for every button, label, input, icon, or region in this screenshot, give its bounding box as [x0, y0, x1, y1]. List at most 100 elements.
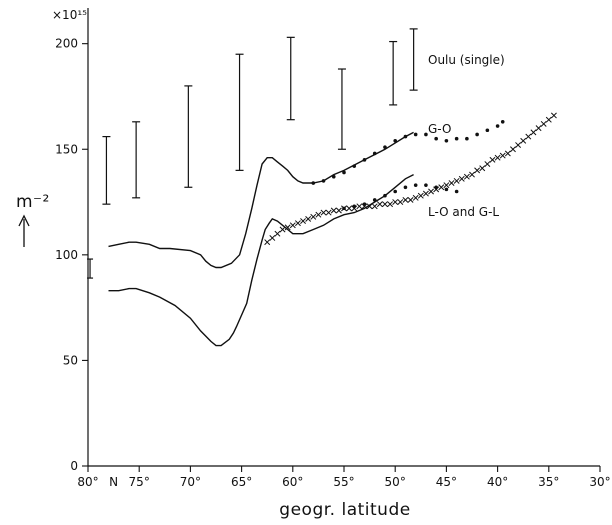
- data-point-dot: [393, 189, 398, 194]
- data-point-cross: [494, 154, 501, 161]
- data-point-cross: [453, 177, 460, 184]
- lo-gl-annotation: L-O and G-L: [428, 205, 499, 219]
- data-point-cross: [504, 150, 511, 157]
- data-point-cross: [448, 180, 455, 186]
- data-point-dot: [383, 145, 387, 149]
- series-2: [311, 120, 505, 185]
- y-ticks: 0 50 100 150 200: [55, 37, 88, 473]
- data-point-dot: [383, 193, 387, 198]
- data-point-cross: [417, 192, 424, 199]
- data-point-cross: [515, 142, 522, 148]
- data-point-dot: [454, 136, 459, 141]
- x-tick-label: 55°: [333, 475, 354, 489]
- data-point-cross: [382, 201, 388, 208]
- x-tick-label: 80°: [77, 475, 98, 489]
- data-point-cross: [274, 230, 281, 237]
- x-tick-label: 65°: [231, 475, 252, 489]
- data-point-cross: [397, 199, 404, 206]
- series-0: [108, 131, 414, 269]
- x-tick-label: 75°: [129, 475, 150, 489]
- y-tick-label: 0: [70, 459, 78, 473]
- data-point-dot: [424, 132, 428, 137]
- data-point-dot: [321, 179, 326, 183]
- data-point-cross: [341, 205, 347, 212]
- series-layer: [108, 112, 557, 347]
- data-point-cross: [407, 196, 414, 203]
- series-1: [108, 173, 414, 347]
- data-point-dot: [444, 139, 449, 143]
- y-axis-title-group: m⁻²: [16, 192, 50, 247]
- data-point-cross: [510, 146, 516, 153]
- go-annotation: G-O: [428, 122, 451, 136]
- oulu-error-bar: [337, 68, 346, 150]
- oulu-error-bar: [184, 85, 193, 188]
- data-point-cross: [284, 224, 291, 231]
- data-point-cross: [269, 234, 276, 241]
- data-point-cross: [550, 112, 557, 119]
- data-point-cross: [520, 137, 527, 144]
- y-multiplier-label: ×10¹⁵: [52, 8, 87, 22]
- data-point-cross: [305, 215, 312, 222]
- data-point-dot: [331, 174, 336, 179]
- data-point-dot: [342, 170, 346, 175]
- data-point-dot: [454, 189, 459, 194]
- data-point-dot: [444, 187, 449, 192]
- data-point-dot: [372, 151, 377, 156]
- y-axis-title: m⁻²: [16, 192, 50, 212]
- data-point-cross: [356, 203, 363, 210]
- data-point-dot: [372, 198, 377, 202]
- data-point-cross: [458, 175, 465, 182]
- data-point-cross: [438, 184, 445, 191]
- data-point-dot: [465, 136, 469, 141]
- data-point-cross: [499, 152, 506, 159]
- data-point-cross: [433, 186, 440, 193]
- x-tick-label: 45°: [436, 475, 457, 489]
- oulu-annotation: Oulu (single): [428, 53, 505, 67]
- data-point-dot: [403, 185, 408, 190]
- data-point-cross: [264, 239, 271, 246]
- data-point-cross: [392, 199, 399, 206]
- data-point-cross: [320, 209, 327, 216]
- data-point-dot: [434, 136, 438, 141]
- data-point-dot: [424, 183, 428, 187]
- data-point-cross: [294, 220, 301, 227]
- data-point-cross: [335, 207, 342, 214]
- data-point-cross: [310, 213, 317, 220]
- data-point-cross: [387, 201, 394, 208]
- data-point-cross: [428, 188, 434, 195]
- x-axis-title: geogr. latitude: [279, 500, 410, 520]
- data-point-cross: [330, 207, 337, 214]
- series-line: [108, 131, 414, 269]
- data-point-cross: [479, 165, 486, 172]
- oulu-error-bar: [409, 28, 418, 91]
- oulu-error-bar: [132, 121, 141, 199]
- example-error-bar-mark: [87, 258, 94, 279]
- data-point-cross: [530, 129, 537, 136]
- data-point-dot: [393, 139, 398, 143]
- data-point-cross: [402, 196, 409, 203]
- x-tick-label: 60°: [282, 475, 303, 489]
- error-bars: [102, 28, 418, 205]
- example-error-bar: [87, 258, 94, 279]
- data-point-dot: [362, 158, 367, 162]
- data-point-cross: [412, 194, 419, 201]
- data-point-cross: [489, 156, 496, 163]
- series-line: [108, 173, 414, 347]
- data-point-cross: [289, 222, 296, 229]
- oulu-error-bar: [286, 36, 295, 121]
- y-tick-label: 200: [55, 37, 78, 51]
- data-point-cross: [474, 167, 481, 174]
- y-tick-label: 150: [55, 142, 78, 156]
- y-tick-label: 50: [63, 353, 78, 367]
- x-tick-label: N: [109, 475, 118, 489]
- arrow-up-icon: [18, 214, 30, 227]
- data-point-cross: [422, 190, 429, 197]
- data-point-cross: [315, 211, 322, 218]
- data-point-dot: [500, 120, 505, 124]
- data-point-dot: [413, 132, 418, 137]
- x-ticks: 80° N 75° 70° 65° 60° 55° 50° 45° 40° 35° 30°: [77, 466, 611, 489]
- data-point-dot: [475, 132, 479, 137]
- data-point-cross: [545, 116, 552, 123]
- data-point-cross: [371, 203, 378, 210]
